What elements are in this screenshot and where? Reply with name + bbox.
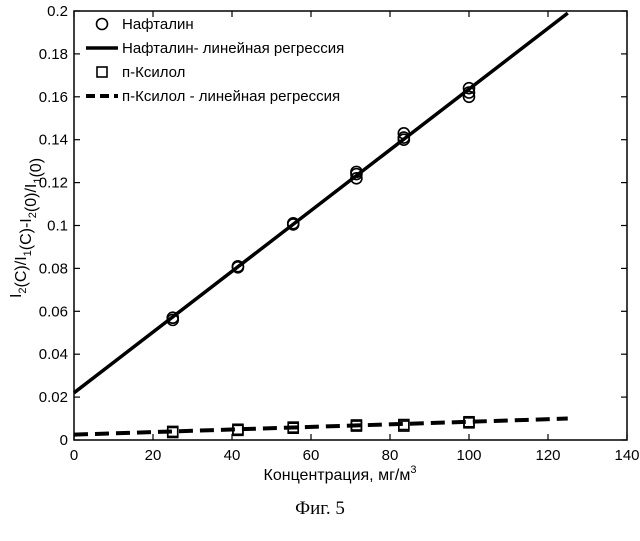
- y-tick-label: 0.2: [47, 3, 68, 20]
- y-tick-label: 0.02: [39, 389, 68, 406]
- legend-circle-marker: [97, 19, 108, 30]
- legend-square-marker: [97, 67, 107, 77]
- y-tick-label: 0.16: [39, 89, 68, 106]
- y-tick-label: 0.1: [47, 218, 68, 235]
- x-tick-label: 20: [145, 447, 162, 464]
- legend-label: Нафталин: [122, 16, 194, 33]
- y-tick-label: 0: [60, 432, 68, 449]
- x-tick-label: 60: [303, 447, 320, 464]
- x-tick-label: 140: [614, 447, 639, 464]
- legend-label: п-Ксилол - линейная регрессия: [122, 88, 340, 105]
- y-tick-label: 0.06: [39, 303, 68, 320]
- x-tick-label: 80: [382, 447, 399, 464]
- x-axis-label-text: Концентрация, мг/м: [264, 467, 411, 484]
- x-tick-label: 100: [456, 447, 481, 464]
- y-tick-label: 0.14: [39, 132, 68, 149]
- legend-label: п-Ксилол: [122, 64, 185, 81]
- figure-caption: Фиг. 5: [0, 498, 640, 520]
- xylene-regression-line: [74, 419, 568, 435]
- x-axis-label-superscript: 3: [410, 464, 416, 476]
- y-tick-label: 0.08: [39, 260, 68, 277]
- legend: Нафталин Нафталин- линейная регрессия п-Кс…: [86, 16, 344, 105]
- y-tick-label: 0.04: [39, 346, 68, 363]
- x-axis-label: Концентрация, мг/м3: [264, 464, 417, 484]
- x-tick-label: 120: [535, 447, 560, 464]
- x-tick-label: 0: [70, 447, 78, 464]
- y-tick-label: 0.18: [39, 46, 68, 63]
- x-tick-label: 40: [224, 447, 241, 464]
- legend-label: Нафталин- линейная регрессия: [122, 40, 344, 57]
